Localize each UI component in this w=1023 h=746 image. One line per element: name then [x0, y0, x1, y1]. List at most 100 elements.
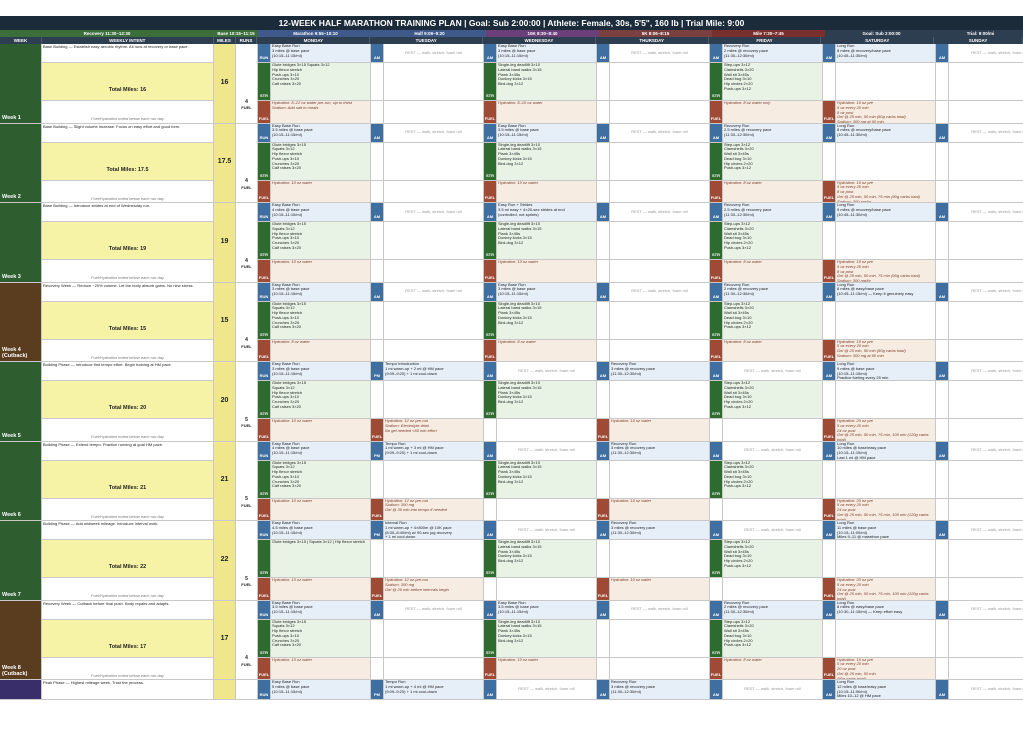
empty-tag — [371, 180, 384, 203]
week-label: Week 3 — [0, 203, 42, 283]
weekly-intent: Peak Phase — Highest mileage week. Trust… — [42, 680, 214, 700]
mon-fuel-cell: Hydration: 10 oz water — [271, 578, 371, 601]
empty-tag — [823, 460, 836, 499]
empty-tag — [936, 498, 949, 521]
run-tag: RUN — [258, 123, 271, 143]
total-miles: Total Miles: 21 — [42, 460, 214, 499]
week-row-peak: Peak Phase — Highest mileage week. Trust… — [0, 680, 1023, 700]
empty-tag — [710, 498, 723, 521]
empty-tag — [823, 540, 836, 578]
empty-tag — [823, 142, 836, 181]
run-tag: AM — [710, 600, 723, 620]
sat-empty-cell — [836, 381, 936, 419]
pace-legend-item: Base 10:15–11:15 — [214, 30, 258, 37]
runs-label: FUEL — [241, 423, 252, 429]
empty-tag — [823, 619, 836, 658]
fuel-tag: FUEL — [597, 578, 610, 601]
total-miles-text: Total Miles: 16 — [108, 87, 147, 93]
run-tag: AM — [823, 600, 836, 620]
run-tag: AM — [823, 680, 836, 700]
run-tag: AM — [710, 282, 723, 302]
wed-strength-cell: Single-leg deadlift 3×10 Lateral band wa… — [497, 540, 597, 578]
empty-tag — [936, 578, 949, 601]
fri-run-cell: Recovery Run 2.5 miles @ recovery pace (… — [723, 203, 823, 222]
mon-run-cell: Easy Base Run 3 miles @ base pace (10:15… — [271, 362, 371, 381]
fuel-tag: FUEL — [484, 657, 497, 680]
tue-fuel-cell: Hydration: 12 oz pre-run Sodium: 300 mg … — [384, 578, 484, 601]
total-miles-text: Total Miles: 19 — [108, 246, 147, 252]
am-tag: AM — [710, 441, 723, 461]
empty-tag — [371, 540, 384, 578]
wed-strength-cell: Single-leg deadlift 3×10 Lateral band wa… — [497, 142, 597, 181]
fuel-note-text: Fuel/Hydration noted below each run day — [91, 513, 164, 519]
empty-tag — [371, 63, 384, 101]
empty-tag — [597, 101, 610, 124]
str-tag: STR — [484, 222, 497, 260]
empty-tag — [597, 339, 610, 362]
am-tag: AM — [597, 282, 610, 302]
week-row: Week 2 Base Building — Slight volume incr… — [0, 123, 1023, 203]
am-tag: AM — [936, 203, 949, 222]
run-tag: RUN — [258, 680, 271, 700]
sat-empty-cell — [836, 301, 936, 340]
weekly-intent: Base Building — Introduce strides at end… — [42, 203, 214, 222]
empty-tag — [597, 540, 610, 578]
tue-empty-cell — [384, 142, 484, 181]
str-tag: STR — [710, 619, 723, 658]
runs-number: 5 — [245, 496, 248, 503]
thu-rest-cell: REST — walk, stretch, foam roll — [610, 203, 710, 222]
am-tag: AM — [936, 282, 949, 302]
fri-fuel-cell: Hydration: 8 oz water — [723, 339, 823, 362]
tue-run-cell: Tempo Run 1 mi warm-up + 4 mi @ HM pace … — [384, 680, 484, 700]
sat-run-cell: Long Run 9 miles @ recovery/base pace (1… — [836, 203, 936, 222]
sat-empty-cell — [836, 222, 936, 260]
fuel-tag: FUEL — [597, 498, 610, 521]
runs-number: 5 — [245, 575, 248, 582]
runs-number: 4 — [245, 178, 248, 185]
str-tag: STR — [484, 142, 497, 181]
str-tag: STR — [484, 540, 497, 578]
fuel-note: Fuel/Hydration noted below each run day — [42, 180, 214, 203]
run-tag: RUN — [258, 521, 271, 540]
mon-strength-cell: Glute bridges 3×15 Squats 3×12 Hip flexo… — [271, 63, 371, 101]
empty-tag — [936, 142, 949, 181]
fri-empty-cell — [723, 419, 823, 442]
weekly-intent: Base Building — Establish easy aerobic r… — [42, 44, 214, 63]
thu-fuel-cell: Hydration: 10 oz water — [610, 578, 710, 601]
wed-empty-cell — [497, 498, 597, 521]
am-tag: AM — [710, 362, 723, 381]
tue-run-cell: Tempo Introduction 1 mi warm-up + 2 mi @… — [384, 362, 484, 381]
week-label: Week 5 — [0, 362, 42, 442]
am-tag: AM — [484, 680, 497, 700]
fri-fuel-cell: Hydration: 8 oz water — [723, 657, 823, 680]
pace-legend-item: Mile 7:30–7:45 — [712, 30, 825, 37]
weekly-miles: 19 — [214, 203, 236, 283]
sat-empty-cell — [836, 63, 936, 101]
total-miles-text: Total Miles: 22 — [108, 564, 147, 570]
fri-run-cell: Recovery Run 2.5 miles @ recovery pace (… — [723, 123, 823, 143]
run-tag: RUN — [258, 282, 271, 302]
thu-rest-cell: REST — walk, stretch, foam roll — [610, 123, 710, 143]
sat-empty-cell — [836, 142, 936, 181]
fri-strength-cell: Step-ups 3×12 Clamshells 3×20 Wall sit 3… — [723, 619, 823, 658]
fuel-note-text: Fuel/Hydration noted below each run day — [91, 195, 164, 201]
str-tag: STR — [258, 540, 271, 578]
empty-tag — [936, 419, 949, 442]
fuel-tag: FUEL — [597, 419, 610, 442]
weekly-miles: 22 — [214, 521, 236, 601]
weekly-miles: 20 — [214, 362, 236, 442]
empty-tag — [823, 381, 836, 419]
run-tag: AM — [597, 521, 610, 540]
wed-run-cell: Easy Base Run 3 miles @ base pace (10:15… — [497, 44, 597, 63]
empty-tag — [823, 222, 836, 260]
fuel-tag: FUEL — [823, 578, 836, 601]
fri-strength-cell: Step-ups 3×12 Clamshells 3×20 Wall sit 3… — [723, 540, 823, 578]
str-tag: STR — [484, 619, 497, 658]
fuel-note-text: Fuel/Hydration noted below each run day — [91, 672, 164, 678]
run-tag: AM — [710, 44, 723, 63]
fuel-note: Fuel/Hydration noted below each run day — [42, 101, 214, 124]
sat-empty-cell — [836, 540, 936, 578]
sun-empty-cell — [949, 419, 1023, 442]
fri-strength-cell: Step-ups 3×12 Clamshells 3×20 Wall sit 3… — [723, 142, 823, 181]
